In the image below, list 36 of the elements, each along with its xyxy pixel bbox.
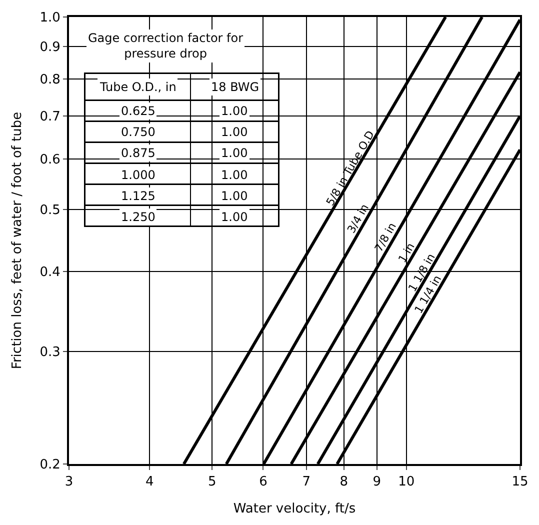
y-tick-label: 0.9 (40, 40, 60, 55)
annotation: 18 BWG (211, 80, 260, 94)
annotation: 1.00 (221, 210, 248, 224)
annotation: Gage correction factor for pressure drop (88, 31, 244, 61)
x-tick-label: 10 (398, 474, 415, 490)
annotation: Tube O.D., in (99, 80, 176, 94)
x-tick-label: 9 (372, 474, 381, 490)
text: 7/8 in (372, 220, 399, 254)
x-tick-label: 3 (64, 474, 74, 490)
x-tick-label: 5 (208, 474, 216, 490)
y-tick-label: 0.6 (40, 152, 60, 168)
y-axis-title: Friction loss, feet of water / foot of tube (10, 112, 26, 370)
annotation: 0.875 (121, 146, 156, 160)
y-tick-label: 0.4 (40, 265, 60, 280)
annotation: 1.00 (221, 146, 248, 160)
y-tick-label: 0.2 (40, 458, 60, 473)
y-tick-label: 0.8 (40, 72, 60, 88)
annotation: 1.250 (121, 210, 156, 224)
annotation: 1.00 (221, 168, 248, 182)
annotation: 1.125 (121, 189, 156, 203)
annotation: 1.00 (221, 189, 248, 203)
x-tick-label: 15 (512, 474, 528, 490)
x-tick-label: 7 (302, 474, 311, 490)
y-tick-label: 0.7 (40, 110, 60, 125)
annotation: 1.00 (221, 104, 248, 118)
x-tick-label: 8 (340, 474, 348, 490)
y-tick-label: 0.5 (40, 203, 60, 218)
annotation: 1.00 (221, 125, 248, 139)
annotation: 0.750 (121, 125, 156, 139)
y-tick-label: 1.0 (40, 10, 60, 26)
y-tick-label: 0.3 (40, 344, 60, 360)
annotation: 1.000 (121, 168, 156, 182)
annotation: 0.625 (121, 104, 156, 118)
x-tick-label: 6 (259, 474, 268, 490)
x-axis-title: Water velocity, ft/s (233, 502, 356, 517)
x-tick-label: 4 (145, 474, 154, 490)
